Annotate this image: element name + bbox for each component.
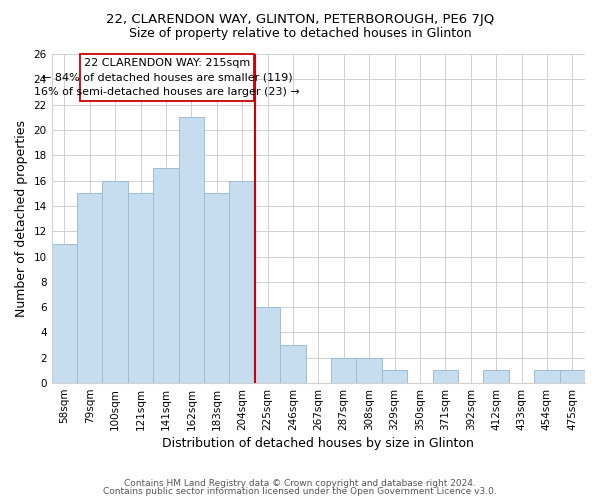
- Bar: [331, 358, 356, 383]
- Bar: [356, 358, 382, 383]
- Bar: [229, 180, 255, 383]
- Bar: [179, 118, 204, 383]
- Text: Size of property relative to detached houses in Glinton: Size of property relative to detached ho…: [128, 28, 472, 40]
- Text: Contains HM Land Registry data © Crown copyright and database right 2024.: Contains HM Land Registry data © Crown c…: [124, 478, 476, 488]
- Bar: [255, 307, 280, 383]
- Bar: [484, 370, 509, 383]
- Bar: [433, 370, 458, 383]
- Bar: [534, 370, 560, 383]
- Bar: [560, 370, 585, 383]
- Y-axis label: Number of detached properties: Number of detached properties: [15, 120, 28, 317]
- FancyBboxPatch shape: [80, 54, 254, 101]
- Bar: [52, 244, 77, 383]
- Bar: [153, 168, 179, 383]
- Bar: [204, 193, 229, 383]
- X-axis label: Distribution of detached houses by size in Glinton: Distribution of detached houses by size …: [163, 437, 474, 450]
- Text: 22 CLARENDON WAY: 215sqm
← 84% of detached houses are smaller (119)
16% of semi-: 22 CLARENDON WAY: 215sqm ← 84% of detach…: [34, 58, 300, 97]
- Bar: [128, 193, 153, 383]
- Text: Contains public sector information licensed under the Open Government Licence v3: Contains public sector information licen…: [103, 487, 497, 496]
- Bar: [382, 370, 407, 383]
- Bar: [77, 193, 103, 383]
- Text: 22, CLARENDON WAY, GLINTON, PETERBOROUGH, PE6 7JQ: 22, CLARENDON WAY, GLINTON, PETERBOROUGH…: [106, 12, 494, 26]
- Bar: [103, 180, 128, 383]
- Bar: [280, 345, 305, 383]
